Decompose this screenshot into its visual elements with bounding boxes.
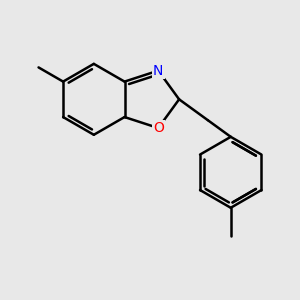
Text: N: N bbox=[153, 64, 164, 78]
Text: O: O bbox=[153, 121, 164, 135]
